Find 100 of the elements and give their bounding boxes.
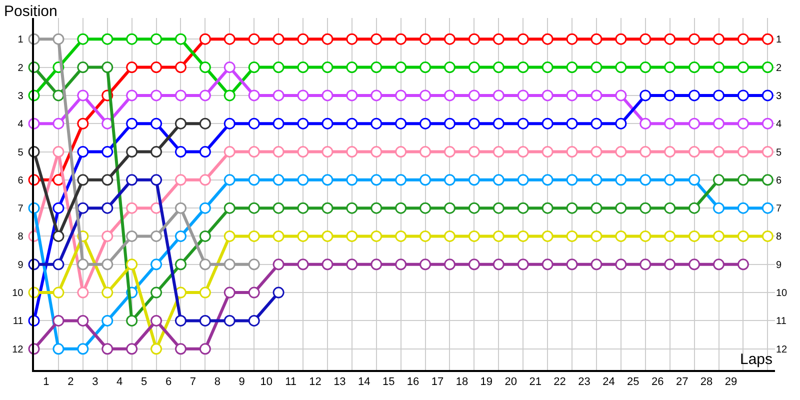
point <box>615 62 627 74</box>
point <box>346 33 358 45</box>
y2-tick-label: 10 <box>776 288 788 300</box>
point <box>420 230 432 242</box>
point <box>224 174 236 186</box>
point <box>102 258 114 270</box>
point <box>713 230 724 242</box>
point <box>126 343 138 355</box>
point <box>199 343 211 355</box>
point <box>517 202 529 214</box>
point <box>468 146 480 158</box>
point <box>322 33 334 45</box>
point <box>370 230 382 242</box>
point <box>248 230 260 242</box>
point <box>566 202 578 214</box>
point <box>615 202 627 214</box>
point <box>77 33 89 45</box>
point <box>566 62 578 74</box>
y-tick-label: 3 <box>18 90 24 102</box>
point <box>420 33 432 45</box>
point <box>615 146 627 158</box>
y2-tick-label: 5 <box>776 147 782 158</box>
point <box>199 146 211 158</box>
point <box>640 230 652 242</box>
point <box>346 258 358 270</box>
y2-tick-label: 12 <box>776 344 788 356</box>
point <box>444 118 456 130</box>
point <box>640 174 652 186</box>
point <box>420 146 432 158</box>
point <box>542 118 554 130</box>
point <box>737 118 749 130</box>
point <box>566 118 578 130</box>
point <box>420 202 432 214</box>
point <box>322 230 334 242</box>
point <box>615 258 627 270</box>
y2-tick-label: 4 <box>776 119 782 130</box>
point <box>688 33 700 45</box>
point <box>566 146 578 158</box>
point <box>248 90 260 102</box>
point <box>713 146 724 158</box>
point <box>566 230 578 242</box>
y-tick-label: 9 <box>18 260 24 271</box>
point <box>102 33 114 45</box>
point <box>199 230 211 242</box>
y2-tick-label: 8 <box>776 232 782 243</box>
point <box>640 33 652 45</box>
point <box>272 202 284 214</box>
point <box>542 202 554 214</box>
point <box>199 118 211 130</box>
point <box>762 174 774 186</box>
point <box>688 258 700 270</box>
point <box>468 62 480 74</box>
point <box>77 118 89 130</box>
point <box>492 33 504 45</box>
point <box>297 118 309 130</box>
point <box>664 62 676 74</box>
point <box>322 258 334 270</box>
point <box>272 286 284 298</box>
point <box>224 90 236 102</box>
point <box>370 33 382 45</box>
point <box>126 90 138 102</box>
point <box>297 230 309 242</box>
point <box>713 258 724 270</box>
point <box>664 230 676 242</box>
x-tick-label: 7 <box>190 376 196 388</box>
point <box>322 118 334 130</box>
point <box>174 62 186 74</box>
point <box>615 118 627 130</box>
point <box>174 146 186 158</box>
point <box>420 118 432 130</box>
point <box>248 118 260 130</box>
point <box>346 118 358 130</box>
point <box>517 146 529 158</box>
x-tick-label: 8 <box>214 376 220 388</box>
x-tick-label: 23 <box>578 376 590 388</box>
point <box>566 90 578 102</box>
point <box>370 146 382 158</box>
point <box>566 258 578 270</box>
point <box>713 174 724 186</box>
point <box>199 258 211 270</box>
point <box>664 202 676 214</box>
point <box>420 174 432 186</box>
point <box>542 258 554 270</box>
point <box>322 174 334 186</box>
x-tick-label: 13 <box>334 376 346 388</box>
point <box>224 62 236 74</box>
point <box>395 62 407 74</box>
y2-tick-label: 2 <box>776 62 782 74</box>
point <box>420 90 432 102</box>
point <box>517 62 529 74</box>
point <box>346 202 358 214</box>
x-tick-label: 14 <box>358 376 370 388</box>
point <box>102 174 114 186</box>
point <box>224 258 236 270</box>
point <box>272 62 284 74</box>
x-tick-label: 18 <box>456 376 468 388</box>
point <box>174 118 186 130</box>
point <box>174 230 186 242</box>
point <box>322 146 334 158</box>
point <box>199 286 211 298</box>
